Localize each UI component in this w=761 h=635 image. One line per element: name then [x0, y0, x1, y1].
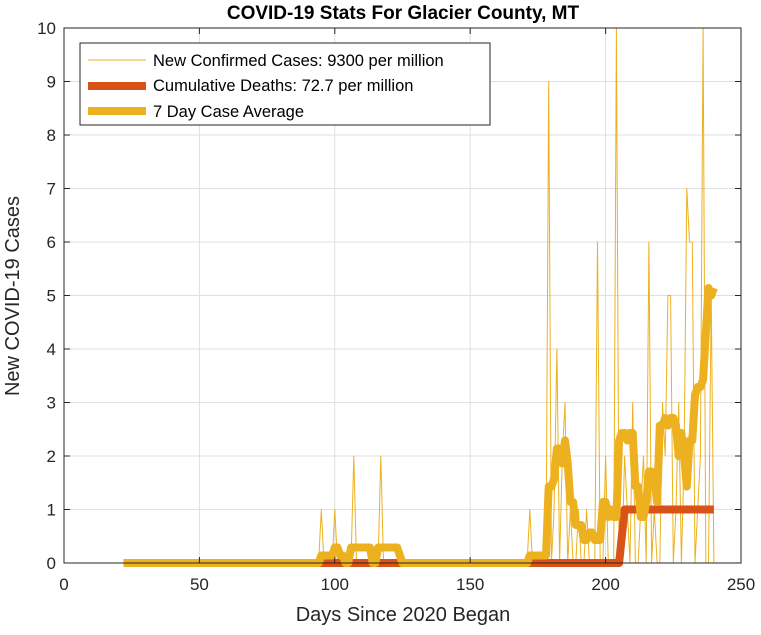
y-tick-label: 1 [47, 501, 56, 520]
y-tick-label: 10 [37, 19, 56, 38]
tick-labels: 0 50 100 150 200 250 0 1 2 3 4 5 6 7 8 9 10 [37, 19, 755, 594]
series-line-7day-average [123, 284, 718, 567]
legend: New Confirmed Cases: 9300 per million Cu… [79, 42, 491, 126]
x-tick-label: 100 [321, 575, 349, 594]
y-tick-label: 0 [47, 554, 56, 573]
y-tick-label: 4 [47, 340, 56, 359]
y-tick-label: 5 [47, 287, 56, 306]
x-tick-label: 200 [591, 575, 619, 594]
legend-label-7day-average: 7 Day Case Average [153, 103, 304, 121]
x-tick-label: 150 [456, 575, 484, 594]
legend-box [79, 42, 491, 126]
chart-title: COVID-19 Stats For Glacier County, MT [227, 3, 580, 24]
x-axis-label: Days Since 2020 Began [296, 604, 511, 626]
x-tick-label: 50 [190, 575, 209, 594]
axes [63, 27, 742, 564]
legend-label-deaths: Cumulative Deaths: 72.7 per million [153, 77, 413, 95]
y-tick-label: 3 [47, 394, 56, 413]
y-axis-label: New COVID-19 Cases [2, 196, 24, 396]
legend-label-new-cases: New Confirmed Cases: 9300 per million [153, 52, 444, 70]
y-tick-label: 6 [47, 233, 56, 252]
y-tick-label: 9 [47, 73, 56, 92]
y-tick-label: 2 [47, 447, 56, 466]
y-tick-label: 7 [47, 180, 56, 199]
x-tick-label: 250 [727, 575, 755, 594]
x-tick-label: 0 [59, 575, 68, 594]
y-tick-label: 8 [47, 126, 56, 145]
